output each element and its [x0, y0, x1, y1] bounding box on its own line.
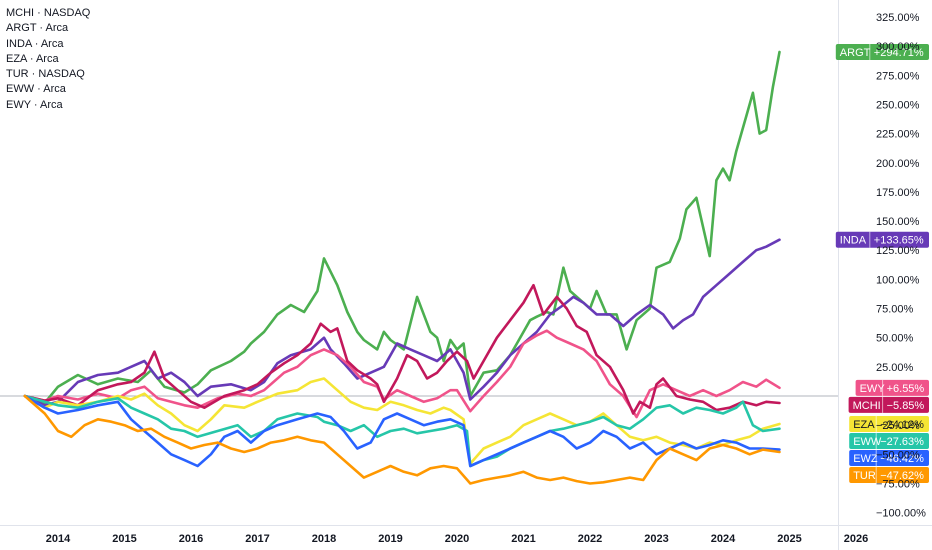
- tag-value: −24.12%: [880, 419, 924, 431]
- legend-item[interactable]: EWW · Arca: [6, 83, 66, 96]
- x-tick-label: 2026: [844, 533, 868, 545]
- series-line-tur: [23, 394, 781, 485]
- last-value-tags: ARGT +294.71% INDA +133.65% EWY +6.55% MCHI −5.…: [835, 43, 929, 483]
- legend-item[interactable]: EWY · Arca: [6, 98, 63, 111]
- y-tick-label: 125.00%: [876, 245, 920, 257]
- tag-box: [849, 466, 929, 483]
- x-tick-label: 2016: [179, 533, 203, 545]
- x-tick-label: 2022: [578, 533, 602, 545]
- legend-item[interactable]: TUR · NASDAQ: [6, 68, 85, 81]
- tag-series-name: EWW: [853, 436, 882, 448]
- y-tick-label: 200.00%: [876, 158, 920, 170]
- x-tick-label: 2020: [445, 533, 469, 545]
- tag-ewz: EWZ −46.42%: [849, 449, 929, 466]
- legend: MCHI · NASDAQ ARGT · Arca INDA · Arca EZ…: [6, 6, 90, 113]
- tag-inda: INDA +133.65%: [835, 231, 929, 248]
- y-tick-label: −50.00%: [876, 449, 920, 461]
- series-line-inda: [23, 238, 781, 407]
- tag-box: [835, 231, 929, 248]
- series-line-ewy: [23, 329, 781, 419]
- legend-item[interactable]: MCHI · NASDAQ: [6, 7, 91, 19]
- series-line-eza: [23, 377, 781, 465]
- y-tick-label: −75.00%: [876, 478, 920, 490]
- x-axis: 2014 2015 2016 2017 2018 2019 2020 2021 2022 2023…: [46, 533, 868, 545]
- tag-box: [849, 415, 929, 432]
- y-tick-label: 325.00%: [876, 12, 920, 24]
- y-axis: 325.00% 300.00% 275.00% 250.00% 225.00% 200.0…: [876, 12, 926, 520]
- y-tick-label: −100.00%: [876, 508, 926, 520]
- x-tick-label: 2019: [378, 533, 402, 545]
- y-tick-label: 150.00%: [876, 216, 920, 228]
- x-tick-label: 2014: [46, 533, 71, 545]
- x-tick-label: 2021: [511, 533, 535, 545]
- series-lines: [23, 50, 781, 485]
- tag-series-name: EZA: [853, 419, 875, 431]
- tag-tur: TUR −47.62%: [849, 466, 929, 483]
- legend-item[interactable]: ARGT · Arca: [6, 22, 69, 35]
- y-tick-label: 275.00%: [876, 70, 920, 82]
- tag-series-name: EWZ: [853, 453, 878, 465]
- tag-eza: EZA −24.12%: [849, 415, 929, 432]
- y-tick-label: 300.00%: [876, 41, 920, 53]
- tag-box: [855, 379, 929, 396]
- tag-box: [835, 43, 929, 60]
- tag-argt: ARGT +294.71%: [835, 43, 929, 60]
- x-tick-label: 2025: [777, 533, 801, 545]
- x-tick-label: 2015: [112, 533, 136, 545]
- series-line-mchi: [23, 283, 781, 415]
- x-tick-label: 2017: [245, 533, 269, 545]
- tag-eww: EWW−27.63%: [849, 432, 929, 449]
- tag-box: [848, 396, 929, 413]
- y-tick-label: 175.00%: [876, 187, 920, 199]
- tag-value: −5.85%: [887, 400, 925, 412]
- legend-item[interactable]: INDA · Arca: [6, 37, 64, 50]
- y-tick-label: 225.00%: [876, 129, 920, 141]
- x-tick-label: 2018: [312, 533, 336, 545]
- tag-series-name: EWY: [860, 383, 886, 395]
- series-line-argt: [23, 50, 781, 405]
- tag-series-name: MCHI: [853, 400, 881, 412]
- x-tick-label: 2024: [711, 533, 736, 545]
- y-tick-label: 100.00%: [876, 274, 920, 286]
- tag-series-name: TUR: [853, 470, 876, 482]
- tag-mchi: MCHI −5.85%: [848, 396, 929, 413]
- tag-value: −27.63%: [880, 436, 924, 448]
- tag-value: +133.65%: [874, 235, 924, 247]
- tag-value: +6.55%: [887, 383, 925, 395]
- x-tick-label: 2023: [644, 533, 668, 545]
- legend-item[interactable]: EZA · Arca: [6, 52, 59, 65]
- tag-box: [849, 432, 929, 449]
- series-line-ewz: [23, 394, 781, 468]
- tag-series-name: ARGT: [840, 47, 871, 59]
- tag-value: −47.62%: [880, 470, 924, 482]
- series-line-eww: [23, 394, 781, 468]
- tag-ewy: EWY +6.55%: [855, 379, 929, 396]
- y-tick-label: 75.00%: [876, 304, 914, 316]
- tag-series-name: INDA: [840, 235, 867, 247]
- y-tick-label: 25.00%: [876, 362, 914, 374]
- tag-value: +294.71%: [874, 47, 924, 59]
- tag-box: [849, 449, 929, 466]
- y-tick-label: 250.00%: [876, 99, 920, 111]
- y-tick-label: −25.00%: [876, 420, 920, 432]
- tag-value: −46.42%: [880, 453, 924, 465]
- y-tick-label: 50.00%: [876, 333, 914, 345]
